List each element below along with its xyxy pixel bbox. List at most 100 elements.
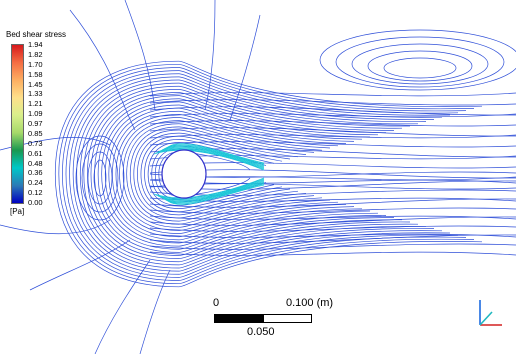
colorbar-tick-label: 0.00 xyxy=(28,198,43,207)
contour-line xyxy=(83,85,419,263)
axis-y-icon xyxy=(479,311,493,326)
colorbar-tick-label: 1.94 xyxy=(28,40,43,49)
legend-title: Bed shear stress xyxy=(6,30,67,39)
contour-line xyxy=(155,178,265,200)
contour-line xyxy=(153,149,265,171)
contour-line xyxy=(149,234,516,244)
contour-line xyxy=(124,0,156,111)
contour-line xyxy=(79,82,427,266)
contour-line xyxy=(149,141,516,148)
colorbar-tick-label: 0.12 xyxy=(28,188,43,198)
contour-line xyxy=(158,151,251,197)
contour-line xyxy=(165,144,265,165)
contour-line xyxy=(62,67,467,281)
contour-line xyxy=(90,92,403,256)
contour-line xyxy=(69,9,136,131)
contour-line xyxy=(229,14,261,121)
contour-line xyxy=(335,36,505,88)
contour-line xyxy=(126,123,323,225)
colorbar-tick-label: 1.45 xyxy=(28,79,43,89)
contour-line xyxy=(163,145,265,166)
contour-line xyxy=(81,143,119,213)
contour-line xyxy=(149,183,516,190)
contour-line xyxy=(139,269,171,354)
colorbar-tick-label: 1.58 xyxy=(28,69,43,79)
contour-line xyxy=(97,98,387,250)
contour-line xyxy=(115,114,347,234)
contour-line xyxy=(159,147,265,168)
contour-line xyxy=(149,92,516,97)
contour-line xyxy=(129,126,315,222)
contour-line xyxy=(72,76,443,272)
contour-line xyxy=(161,181,265,202)
contour-line xyxy=(367,50,473,82)
contour-line xyxy=(149,99,516,106)
colorbar-tick-label: 0.48 xyxy=(28,158,43,168)
contour-line xyxy=(87,151,113,205)
contour-line xyxy=(161,146,265,167)
scale-bar-white xyxy=(263,314,312,323)
contour-line xyxy=(165,183,265,204)
contour-line xyxy=(101,101,379,247)
contour-line xyxy=(153,177,265,199)
contour-line xyxy=(149,225,516,232)
contour-line xyxy=(155,148,265,170)
colorbar-tick-label: 1.21 xyxy=(28,99,43,109)
cylinder xyxy=(161,149,207,199)
colorbar-tick-label: 0.85 xyxy=(28,128,43,138)
colorbar-tick-label: 0.97 xyxy=(28,119,43,128)
colorbar-tick-label: 1.33 xyxy=(28,89,43,99)
contour-line xyxy=(319,29,516,91)
contour-line xyxy=(149,215,516,220)
contour-line xyxy=(149,198,516,208)
colorbar-tick-label: 1.82 xyxy=(28,49,43,59)
contour-line xyxy=(163,182,265,203)
colorbar-tick-label: 0.61 xyxy=(28,148,43,158)
contour-line xyxy=(65,70,459,278)
contour-line xyxy=(144,139,283,209)
contour-line xyxy=(137,132,299,216)
contour-line xyxy=(149,233,516,238)
contour-line xyxy=(351,43,489,85)
contour-line xyxy=(204,0,216,111)
contour-line xyxy=(159,180,265,201)
contour-line xyxy=(122,120,331,228)
colorbar-tick-label: 0.24 xyxy=(28,178,43,188)
contour-line xyxy=(157,148,265,169)
colorbar-tick-label: 0.36 xyxy=(28,168,43,178)
contour-line xyxy=(149,106,516,116)
scale-mid-label: 0.050 xyxy=(247,326,275,338)
scale-zero-label: 0 xyxy=(213,297,220,309)
contour-line xyxy=(69,73,451,275)
contour-line xyxy=(149,120,516,127)
unit-label: [Pa] xyxy=(10,207,25,216)
contour-line xyxy=(383,57,457,79)
contour-line xyxy=(104,104,371,244)
contour-line xyxy=(87,89,411,259)
contour-line xyxy=(157,179,265,200)
contour-line xyxy=(94,95,395,253)
colorbar xyxy=(11,44,24,204)
scale-bar-black xyxy=(214,314,263,323)
contour-line xyxy=(149,207,516,214)
contour-line xyxy=(149,134,516,139)
contour-line xyxy=(149,243,516,250)
contour-line xyxy=(149,127,516,137)
contour-line xyxy=(76,79,435,269)
colorbar-tick-label: 1.70 xyxy=(28,59,43,69)
colorbar-tick-label: 1.09 xyxy=(28,109,43,119)
contour-line xyxy=(133,129,307,219)
contour-line xyxy=(0,219,111,235)
colorbar-tick-label: 0.73 xyxy=(28,138,43,148)
scale-max-label: 0.100 (m) xyxy=(286,297,334,309)
contour-line xyxy=(119,117,339,231)
contour-line xyxy=(149,113,516,118)
contour-line xyxy=(94,259,151,354)
contour-line xyxy=(167,143,265,164)
contour-line xyxy=(167,184,265,205)
contour-line xyxy=(29,239,131,291)
contour-line xyxy=(149,216,516,226)
contour-line xyxy=(75,135,125,221)
